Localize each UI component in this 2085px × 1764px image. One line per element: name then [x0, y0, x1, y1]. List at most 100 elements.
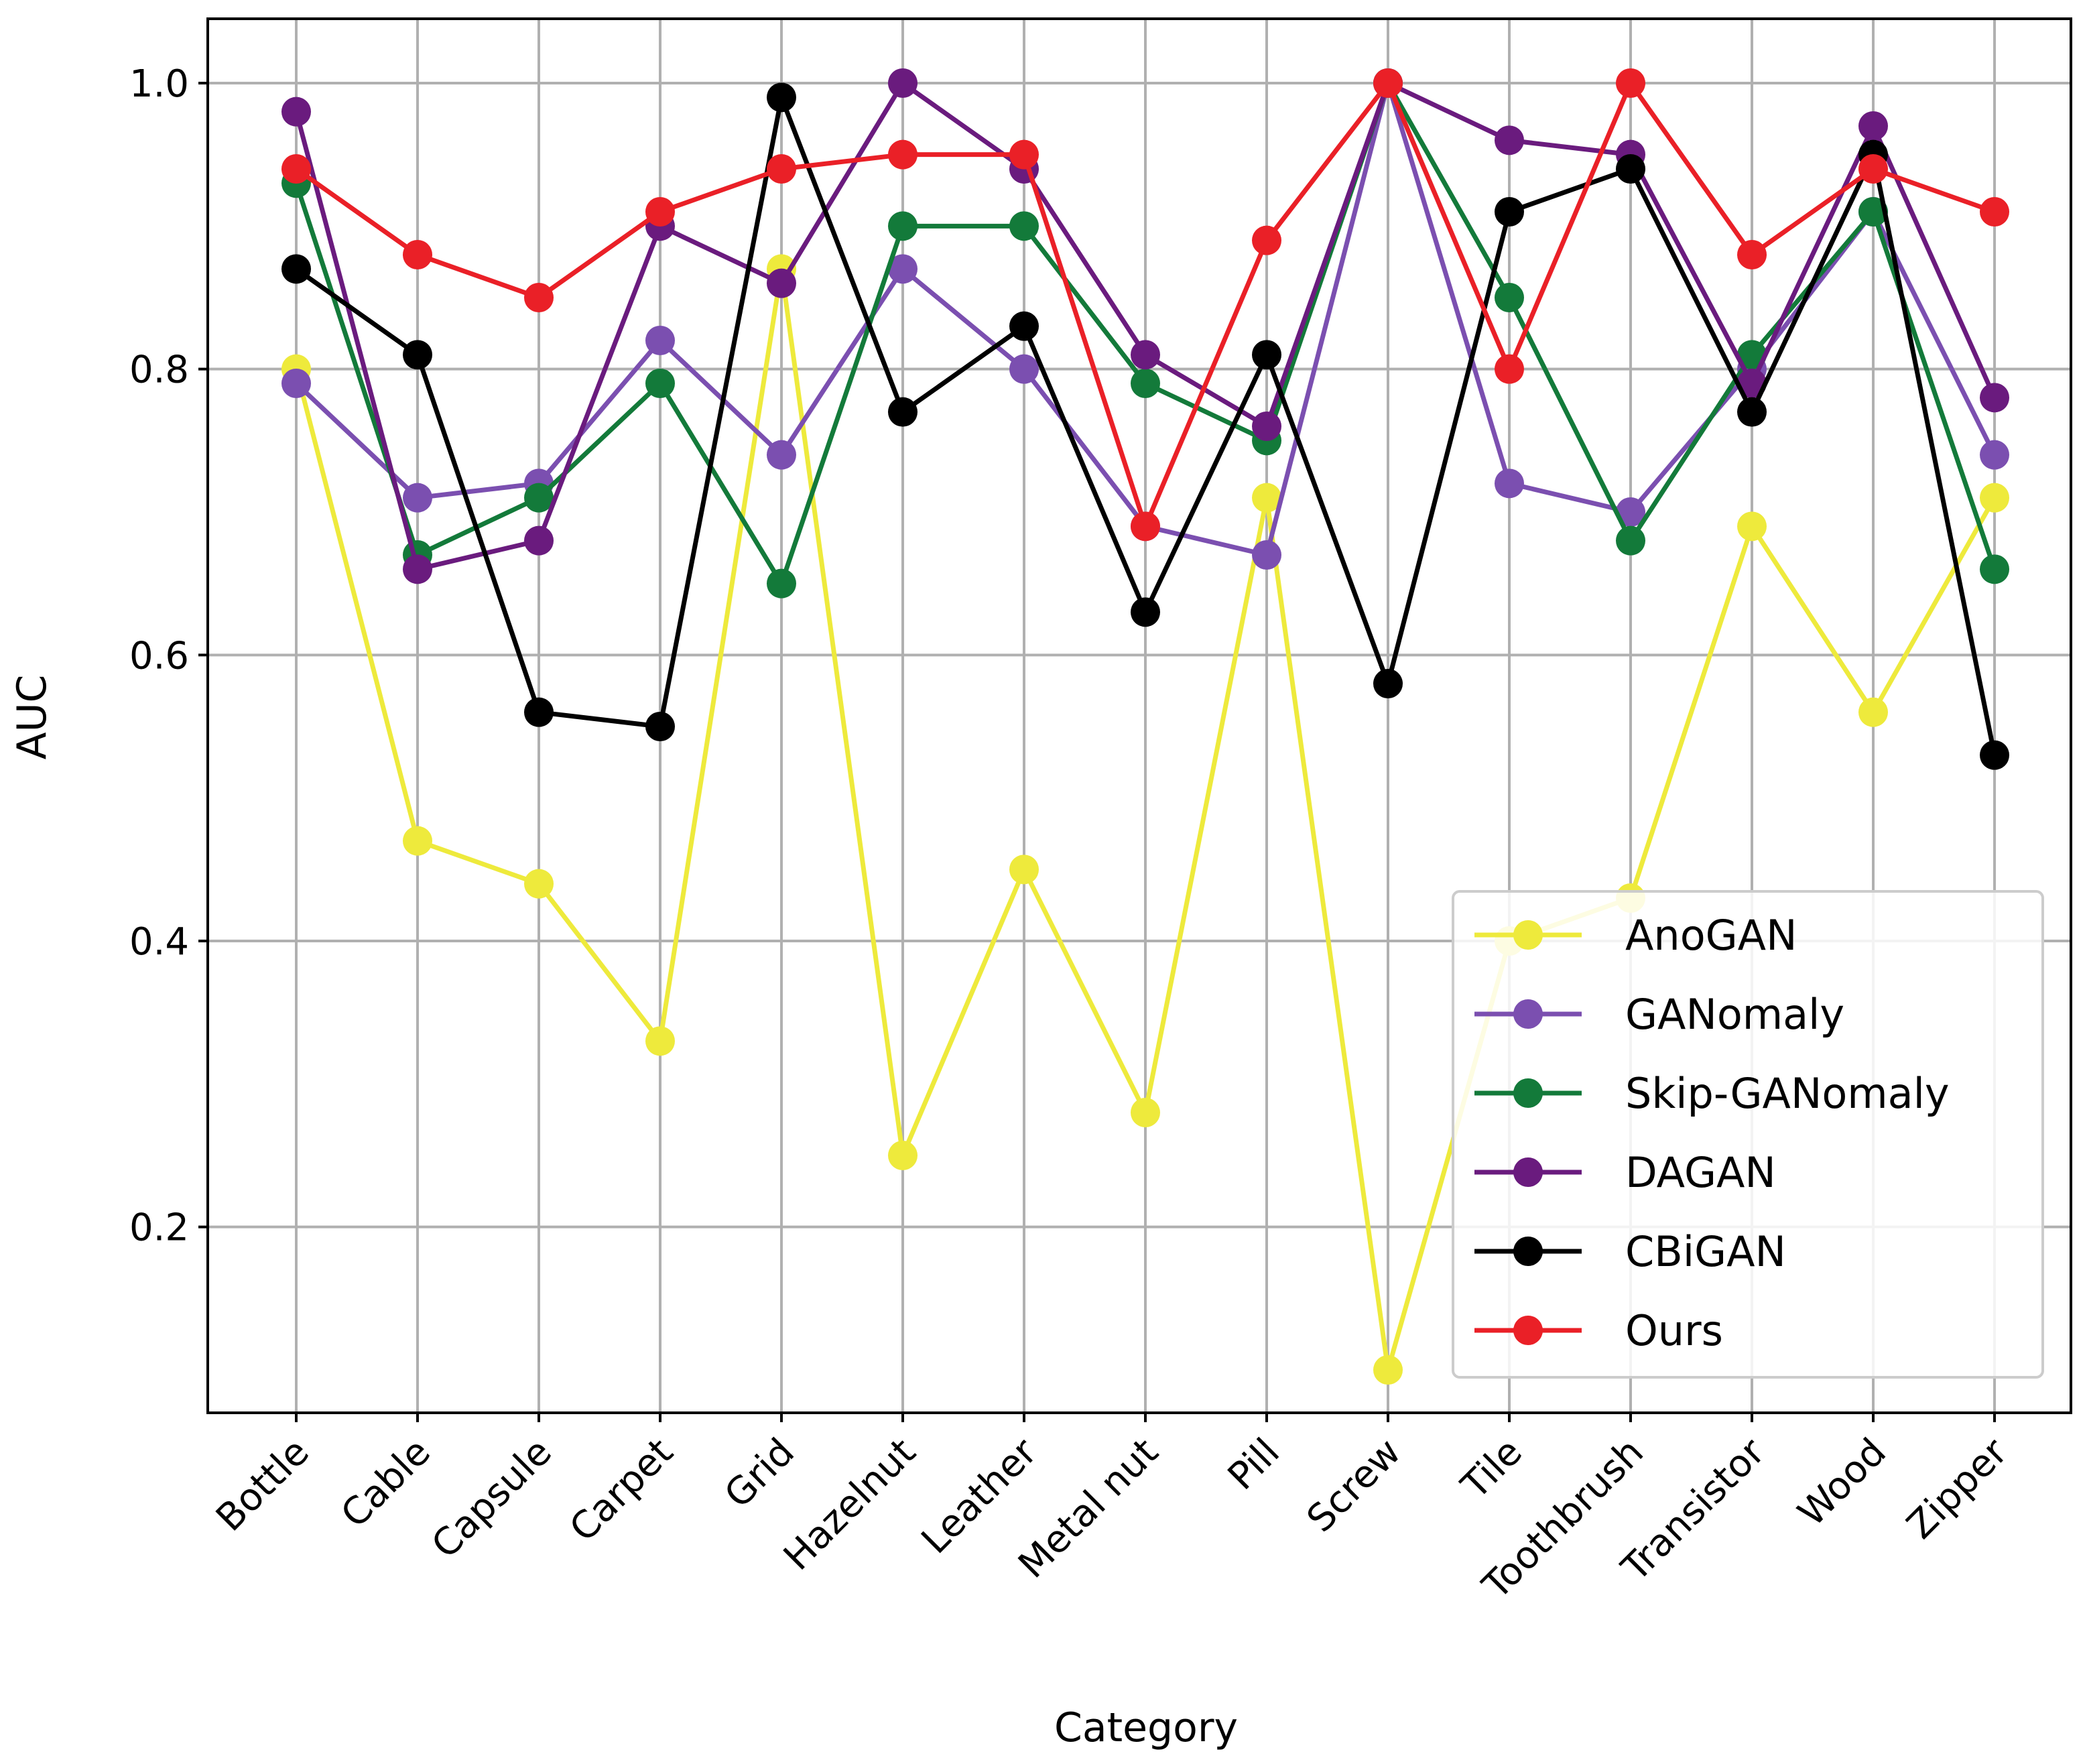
data-point-ours — [1373, 68, 1403, 98]
legend-entry-ours: Ours — [1474, 1306, 1723, 1355]
legend-marker — [1513, 1078, 1543, 1108]
x-tick-label: Wood — [1790, 1430, 1895, 1535]
data-point-ours — [767, 154, 796, 184]
legend-marker — [1513, 1157, 1543, 1187]
data-point-cbigan — [888, 397, 918, 427]
series-skip-ganomaly — [281, 68, 2009, 598]
y-axis: 0.2 0.4 0.6 0.8 1.0 — [129, 62, 208, 1250]
data-point-ours — [1737, 240, 1767, 269]
x-tick-label: Grid — [716, 1430, 803, 1517]
data-point-ganomaly — [1252, 540, 1281, 570]
x-tick-label: Pill — [1220, 1430, 1288, 1499]
data-point-skip-ganomaly — [1980, 554, 2009, 584]
plot-frame — [206, 17, 2072, 1414]
series-layer — [281, 68, 2009, 1385]
data-point-ganomaly — [1980, 440, 2009, 470]
x-tick-label: Bottle — [208, 1430, 318, 1540]
y-tick-label: 0.8 — [129, 349, 189, 392]
legend-entry-skip-ganomaly: Skip-GANomaly — [1474, 1069, 1950, 1118]
data-point-dagan — [1858, 111, 1888, 141]
data-point-ganomaly — [403, 483, 432, 513]
data-point-skip-ganomaly — [1131, 369, 1160, 398]
data-point-ours — [1616, 68, 1645, 98]
data-point-skip-ganomaly — [1616, 525, 1645, 556]
x-tick-label: Hazelnut — [775, 1430, 924, 1579]
data-point-dagan — [524, 525, 554, 556]
data-point-anogan — [1373, 1355, 1403, 1385]
data-point-anogan — [1131, 1098, 1160, 1127]
data-point-cbigan — [645, 712, 675, 741]
y-axis-title: AUC — [9, 675, 56, 760]
data-point-cbigan — [524, 697, 554, 727]
data-point-anogan — [888, 1141, 918, 1170]
data-point-anogan — [645, 1026, 675, 1056]
data-point-dagan — [281, 97, 311, 127]
legend-label: GANomaly — [1625, 990, 1844, 1039]
data-point-ganomaly — [281, 369, 311, 398]
x-tick-label: Tile — [1453, 1430, 1531, 1508]
y-tick-label: 0.2 — [129, 1206, 189, 1250]
data-point-cbigan — [1737, 397, 1767, 427]
data-point-ours — [1980, 197, 2009, 227]
data-point-skip-ganomaly — [1737, 340, 1767, 370]
data-point-skip-ganomaly — [1009, 211, 1039, 241]
data-point-skip-ganomaly — [767, 568, 796, 598]
legend-label: DAGAN — [1625, 1148, 1776, 1197]
data-point-cbigan — [281, 254, 311, 284]
legend-label: Ours — [1625, 1306, 1723, 1355]
data-point-ours — [403, 240, 432, 269]
data-point-ours — [1009, 139, 1039, 170]
data-point-anogan — [1737, 511, 1767, 542]
data-point-ganomaly — [1495, 468, 1524, 499]
data-point-skip-ganomaly — [524, 483, 554, 513]
legend-label: CBiGAN — [1625, 1227, 1786, 1276]
data-point-ganomaly — [1616, 497, 1645, 527]
data-point-ours — [1131, 511, 1160, 542]
data-point-dagan — [1737, 369, 1767, 398]
y-tick-label: 1.0 — [129, 62, 189, 106]
data-point-anogan — [1980, 483, 2009, 513]
data-point-dagan — [888, 68, 918, 98]
data-point-anogan — [1252, 483, 1281, 513]
data-point-ours — [281, 154, 311, 184]
x-tick-label: Screw — [1299, 1430, 1409, 1541]
y-tick-label: 0.6 — [129, 634, 189, 678]
data-point-cbigan — [1616, 154, 1645, 184]
data-point-skip-ganomaly — [888, 211, 918, 241]
data-point-ganomaly — [767, 440, 796, 470]
legend-entry-anogan: AnoGAN — [1474, 911, 1797, 960]
data-point-dagan — [1980, 383, 2009, 413]
x-tick-label: Capsule — [424, 1430, 560, 1567]
legend-frame — [1452, 890, 2044, 1379]
data-point-ours — [524, 283, 554, 312]
data-point-dagan — [403, 554, 432, 584]
data-point-ours — [1252, 225, 1281, 255]
x-axis-title: Category — [1054, 1704, 1238, 1751]
x-tick-label: Zipper — [1899, 1430, 2017, 1548]
legend-entry-cbigan: CBiGAN — [1474, 1227, 1786, 1276]
data-point-cbigan — [767, 82, 796, 113]
data-point-anogan — [1009, 855, 1039, 885]
legend-marker — [1513, 999, 1543, 1029]
data-point-cbigan — [1009, 311, 1039, 341]
data-point-dagan — [767, 268, 796, 298]
legend-marker — [1513, 1316, 1543, 1345]
data-point-skip-ganomaly — [645, 369, 675, 398]
data-point-ours — [1858, 154, 1888, 184]
data-point-cbigan — [403, 340, 432, 370]
data-point-anogan — [524, 869, 554, 899]
legend-marker — [1513, 1237, 1543, 1266]
data-point-dagan — [1131, 340, 1160, 370]
data-point-skip-ganomaly — [1495, 283, 1524, 312]
data-point-ganomaly — [645, 326, 675, 355]
legend-entry-ganomaly: GANomaly — [1474, 990, 1844, 1039]
data-point-skip-ganomaly — [1858, 197, 1888, 227]
data-point-ours — [645, 197, 675, 227]
legend-marker — [1513, 920, 1543, 950]
x-tick-label: Cable — [333, 1430, 439, 1536]
data-point-anogan — [403, 826, 432, 856]
data-point-cbigan — [1495, 197, 1524, 227]
data-point-ganomaly — [888, 254, 918, 284]
